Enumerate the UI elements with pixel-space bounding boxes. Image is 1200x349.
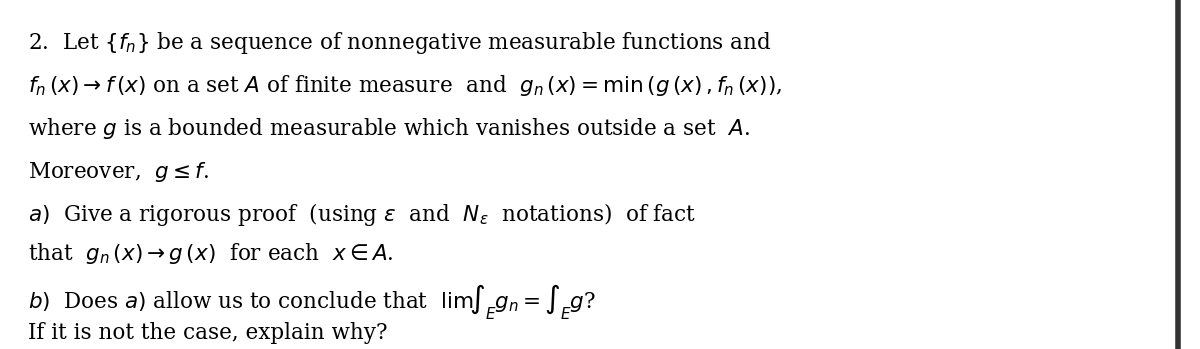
Text: 2.  Let $\{f_n\}$ be a sequence of nonnegative measurable functions and: 2. Let $\{f_n\}$ be a sequence of nonneg…	[28, 30, 772, 57]
Text: $f_n\,(x) \to f\,(x)$ on a set $A$ of finite measure  and  $g_n\,(x) = \min\,(g\: $f_n\,(x) \to f\,(x)$ on a set $A$ of fi…	[28, 73, 781, 98]
Text: where $g$ is a bounded measurable which vanishes outside a set  $A$.: where $g$ is a bounded measurable which …	[28, 116, 750, 141]
Text: $a)$  Give a rigorous proof  (using $\epsilon$  and  $N_{\epsilon}$  notations) : $a)$ Give a rigorous proof (using $\epsi…	[28, 201, 696, 228]
Text: Moreover,  $g \leq f$.: Moreover, $g \leq f$.	[28, 160, 209, 184]
Text: $b)$  Does $a)$ allow us to conclude that  $\lim\!\int_{E} g_n = \int_{E} g$?: $b)$ Does $a)$ allow us to conclude that…	[28, 282, 595, 322]
Text: If it is not the case, explain why?: If it is not the case, explain why?	[28, 322, 388, 344]
Text: that  $g_n\,(x) \to g\,(x)$  for each  $x \in A$.: that $g_n\,(x) \to g\,(x)$ for each $x \…	[28, 241, 394, 266]
